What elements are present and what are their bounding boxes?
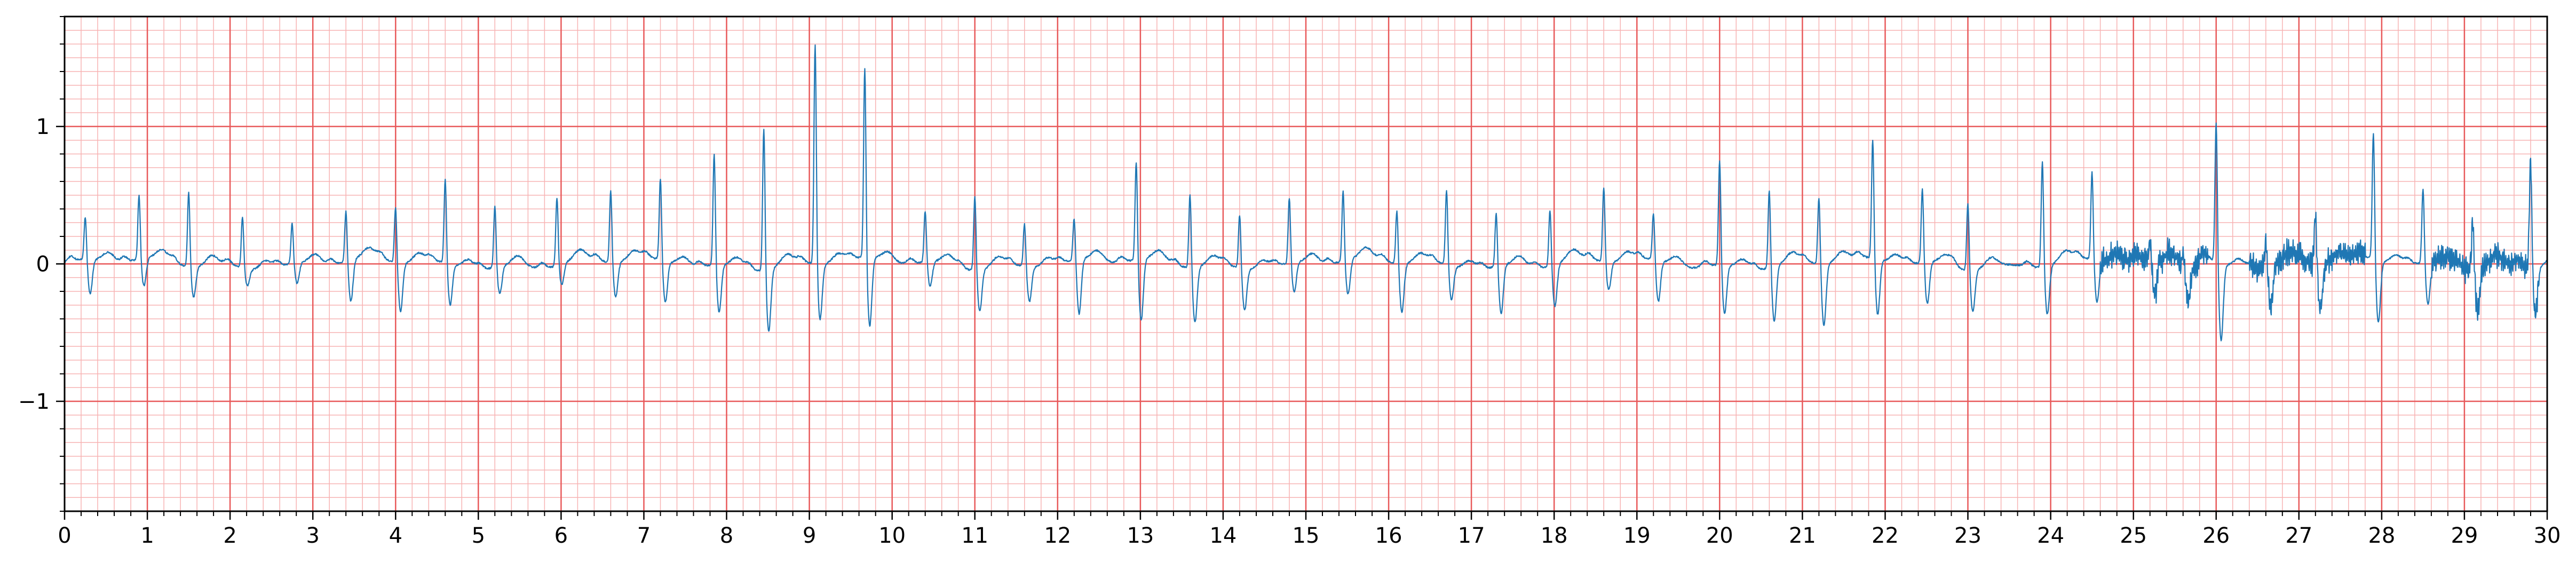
x-tick-label: 1 — [140, 524, 154, 548]
x-tick-label: 26 — [2202, 524, 2230, 548]
x-tick-label: 18 — [1541, 524, 1568, 548]
y-axis-ticks: −1 0 1 — [18, 16, 65, 512]
x-tick-label: 8 — [720, 524, 733, 548]
x-tick-label: 3 — [306, 524, 319, 548]
x-tick-label: 28 — [2368, 524, 2395, 548]
x-tick-label: 17 — [1458, 524, 1485, 548]
x-tick-label: 15 — [1293, 524, 1320, 548]
ecg-signal-line — [64, 44, 2548, 342]
x-tick-label: 27 — [2285, 524, 2312, 548]
x-tick-label: 4 — [389, 524, 402, 548]
x-tick-label: 25 — [2120, 524, 2147, 548]
x-tick-label: 10 — [878, 524, 906, 548]
x-tick-label: 19 — [1623, 524, 1651, 548]
x-tick-label: 12 — [1044, 524, 1071, 548]
x-tick-label: 24 — [2037, 524, 2064, 548]
x-tick-label: 30 — [2534, 524, 2561, 548]
x-axis-ticks: 0 1 2 3 4 5 6 7 8 9 10 11 12 13 14 15 16 17 18 19 20 21 22 23 24… — [58, 511, 2561, 548]
x-tick-label: 5 — [472, 524, 485, 548]
x-tick-label: 13 — [1127, 524, 1154, 548]
x-tick-label: 21 — [1789, 524, 1816, 548]
x-tick-label: 0 — [58, 524, 71, 548]
x-tick-label: 7 — [637, 524, 651, 548]
x-tick-label: 9 — [803, 524, 816, 548]
x-tick-label: 6 — [554, 524, 568, 548]
x-tick-label: 22 — [1872, 524, 1899, 548]
x-tick-label: 20 — [1706, 524, 1733, 548]
y-tick-label: 1 — [36, 115, 50, 139]
y-tick-label: 0 — [36, 252, 50, 277]
x-tick-label: 11 — [961, 524, 988, 548]
y-tick-label: −1 — [18, 390, 50, 414]
x-tick-label: 2 — [223, 524, 236, 548]
x-tick-label: 23 — [1954, 524, 1981, 548]
x-tick-label: 29 — [2451, 524, 2478, 548]
x-tick-label: 14 — [1209, 524, 1237, 548]
x-tick-label: 16 — [1375, 524, 1402, 548]
